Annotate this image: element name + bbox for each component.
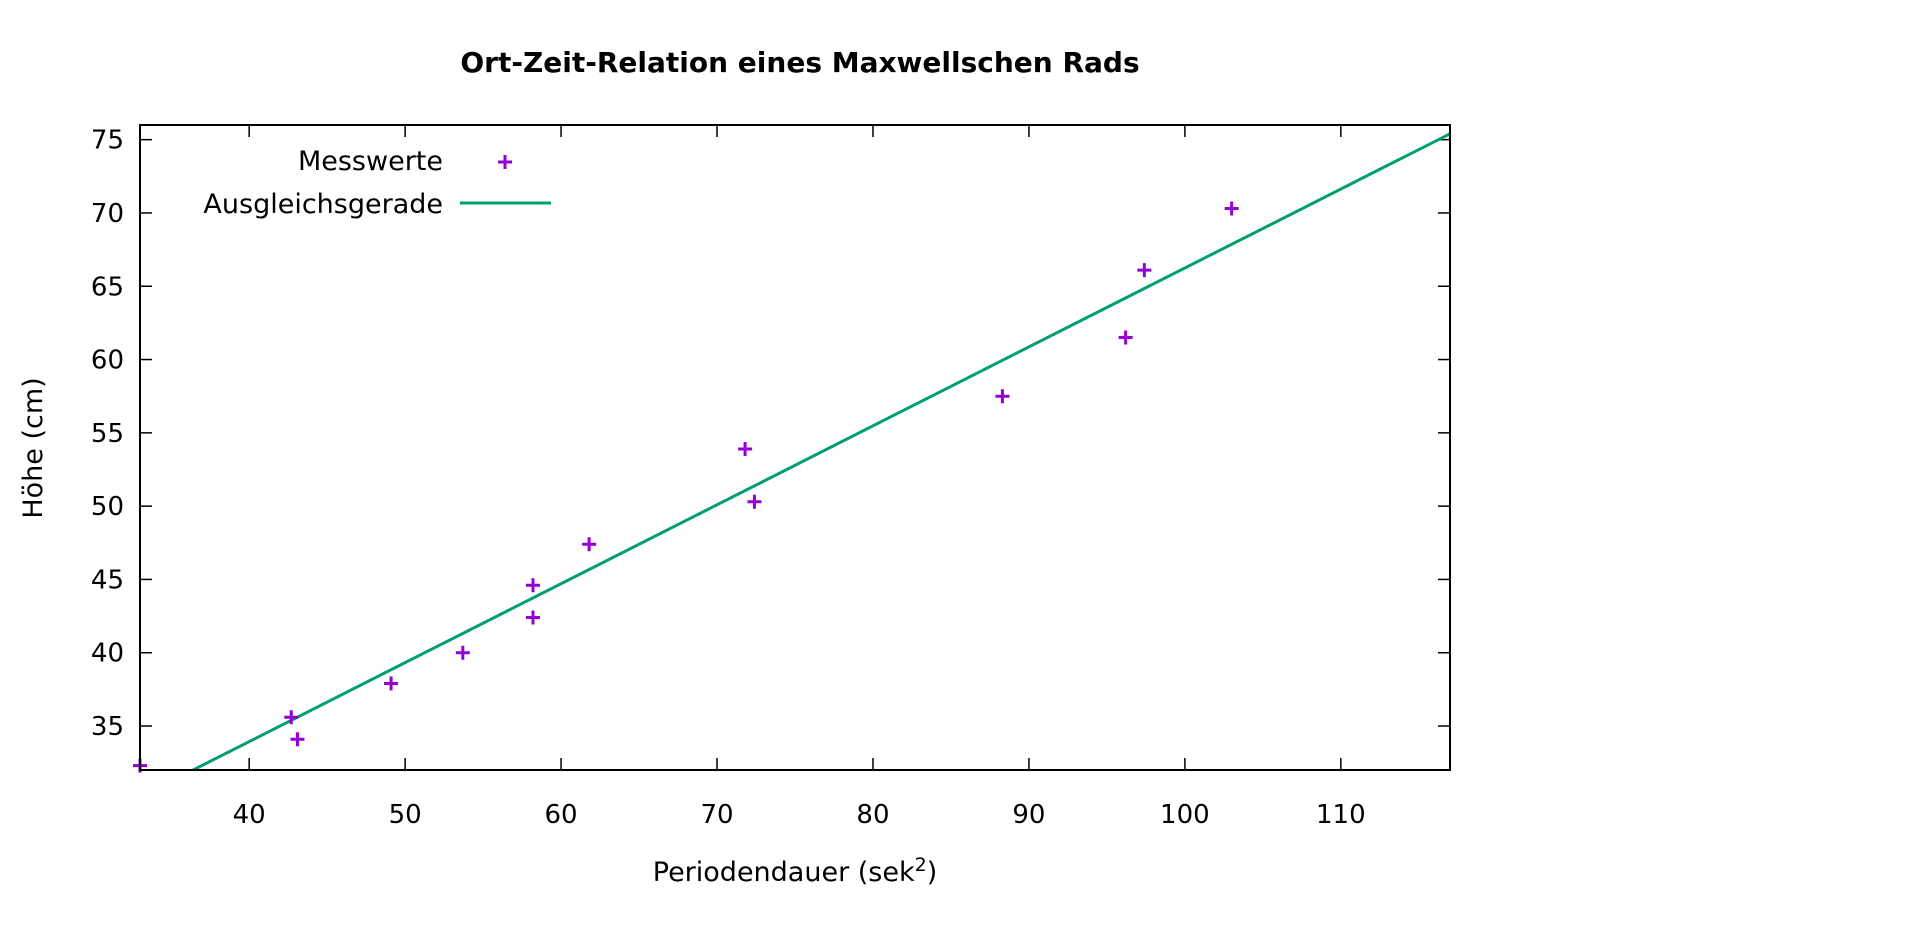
data-point (290, 732, 305, 747)
y-tick-label: 45 (91, 565, 124, 595)
fit-line (192, 132, 1451, 772)
data-point (1137, 263, 1152, 278)
data-point (738, 441, 753, 456)
ticks: 40 50 60 70 80 90 100 110 35 40 45 50 55 60 65 70 75 (91, 125, 1450, 830)
legend-label-ausgleichsgerade: Ausgleichsgerade (203, 189, 443, 220)
legend-plus-icon (498, 155, 512, 169)
y-tick-label: 75 (91, 126, 124, 156)
x-axis-label: Periodendauer (sek2) (653, 854, 938, 888)
data-point (995, 389, 1010, 404)
y-tick-label: 55 (91, 419, 124, 449)
x-tick-label: 50 (389, 800, 422, 830)
x-axis-label-close: ) (927, 857, 938, 888)
data-point (582, 537, 597, 552)
y-tick-label: 35 (91, 712, 124, 742)
y-tick-label: 40 (91, 639, 124, 669)
y-tick-label: 70 (91, 199, 124, 229)
x-tick-label: 110 (1316, 800, 1366, 830)
legend-label-messwerte: Messwerte (298, 146, 443, 177)
x-tick-label: 70 (700, 800, 733, 830)
data-marks (133, 132, 1451, 773)
x-tick-label: 60 (545, 800, 578, 830)
legend-marker-messwerte (498, 155, 512, 169)
x-tick-label: 90 (1012, 800, 1045, 830)
y-tick-label: 60 (91, 346, 124, 376)
data-point (747, 494, 762, 509)
data-point (1224, 201, 1239, 216)
x-tick-label: 80 (856, 800, 889, 830)
y-tick-label: 65 (91, 272, 124, 302)
x-axis-label-main: Periodendauer (sek (653, 857, 915, 888)
y-axis-label: Höhe (cm) (18, 377, 49, 518)
data-point (284, 710, 299, 725)
legend: Messwerte Ausgleichsgerade (203, 146, 551, 220)
data-point (455, 645, 470, 660)
data-point (526, 610, 540, 625)
x-tick-label: 40 (233, 800, 266, 830)
x-tick-label: 100 (1160, 800, 1210, 830)
x-axis-label-superscript: 2 (915, 854, 927, 876)
data-point (384, 676, 399, 691)
plot-frame (139, 124, 1451, 771)
data-point (1118, 330, 1133, 345)
y-tick-label: 50 (91, 492, 124, 522)
chart-title: Ort-Zeit-Relation eines Maxwellschen Rad… (460, 46, 1139, 79)
data-point (526, 578, 540, 593)
